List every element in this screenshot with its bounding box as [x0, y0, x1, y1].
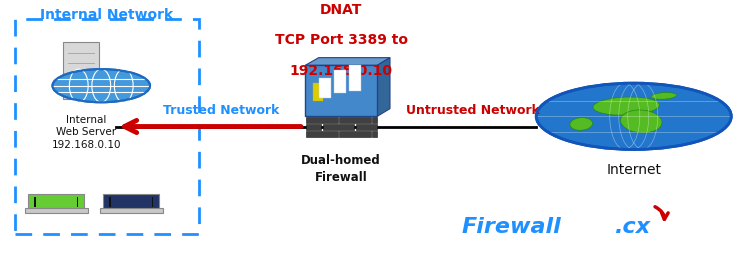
Ellipse shape — [570, 118, 592, 131]
FancyBboxPatch shape — [73, 89, 79, 91]
FancyBboxPatch shape — [63, 42, 99, 100]
FancyBboxPatch shape — [372, 117, 376, 124]
FancyBboxPatch shape — [372, 131, 376, 138]
FancyBboxPatch shape — [109, 197, 154, 207]
FancyBboxPatch shape — [349, 66, 361, 91]
FancyBboxPatch shape — [100, 209, 163, 213]
Polygon shape — [305, 58, 390, 66]
FancyBboxPatch shape — [306, 131, 338, 138]
FancyBboxPatch shape — [103, 195, 160, 209]
FancyBboxPatch shape — [306, 124, 321, 131]
Text: Internet: Internet — [606, 163, 662, 177]
Text: Trusted Network: Trusted Network — [163, 104, 280, 117]
FancyBboxPatch shape — [306, 117, 338, 124]
FancyBboxPatch shape — [34, 197, 79, 207]
Text: 192.168.0.10: 192.168.0.10 — [290, 64, 393, 77]
Ellipse shape — [593, 98, 659, 116]
FancyBboxPatch shape — [25, 209, 88, 213]
Ellipse shape — [620, 110, 662, 133]
FancyBboxPatch shape — [313, 84, 323, 102]
Text: TCP Port 3389 to: TCP Port 3389 to — [274, 33, 408, 47]
FancyBboxPatch shape — [334, 71, 346, 94]
Polygon shape — [377, 58, 390, 117]
FancyBboxPatch shape — [322, 124, 354, 131]
FancyBboxPatch shape — [356, 124, 376, 131]
Circle shape — [536, 84, 731, 150]
FancyBboxPatch shape — [28, 195, 85, 209]
Text: Internal Network: Internal Network — [40, 8, 173, 22]
FancyBboxPatch shape — [35, 198, 77, 207]
Text: Untrusted Network: Untrusted Network — [406, 104, 539, 117]
Text: .cx: .cx — [615, 216, 651, 236]
Ellipse shape — [651, 93, 676, 100]
Text: Internal
Web Server
192.168.0.10: Internal Web Server 192.168.0.10 — [52, 114, 121, 149]
FancyBboxPatch shape — [305, 66, 377, 117]
Text: Dual-homed
Firewall: Dual-homed Firewall — [302, 153, 381, 183]
Circle shape — [53, 70, 150, 103]
FancyBboxPatch shape — [339, 131, 370, 138]
Text: DNAT: DNAT — [320, 3, 362, 17]
FancyBboxPatch shape — [339, 117, 370, 124]
FancyBboxPatch shape — [110, 198, 152, 207]
FancyBboxPatch shape — [319, 79, 331, 99]
Text: Firewall: Firewall — [461, 216, 561, 236]
